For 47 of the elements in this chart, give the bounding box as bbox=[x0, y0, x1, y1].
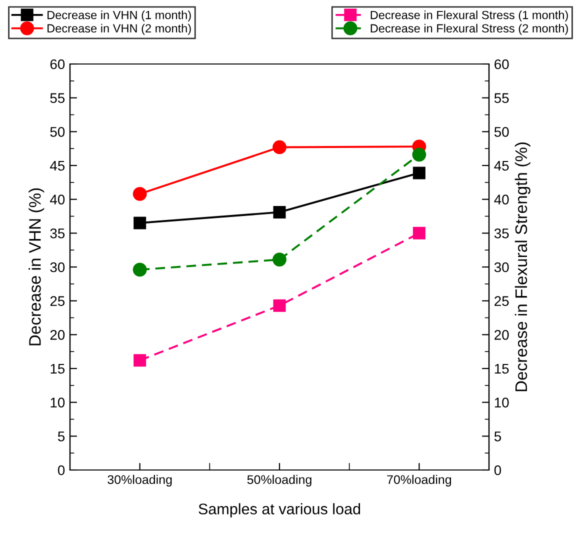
y2-tick-label: 0 bbox=[494, 465, 502, 476]
point bbox=[132, 186, 147, 201]
y2-tick-label: 50 bbox=[494, 127, 509, 137]
y-tick-label: 45 bbox=[50, 160, 65, 171]
legend-label: Decrease in Flexural Stress (2 month) bbox=[370, 24, 568, 35]
y-tick-label: 5 bbox=[58, 432, 65, 442]
y-tick-label: 55 bbox=[50, 93, 65, 104]
point bbox=[273, 206, 286, 218]
legend-label: Decrease in VHN (1 month) bbox=[48, 10, 191, 22]
x-tick-label: 50%loading bbox=[247, 474, 312, 487]
y-tick-label: 25 bbox=[50, 296, 65, 306]
y-tick-label: 35 bbox=[50, 228, 65, 238]
y2-tick-label: 40 bbox=[494, 194, 509, 205]
y2-tick-label: 60 bbox=[494, 59, 509, 70]
y2-tick-label: 55 bbox=[494, 93, 509, 104]
y2-tick-label: 30 bbox=[494, 262, 509, 272]
y-tick-label: 20 bbox=[50, 330, 65, 340]
y-tick-label: 50 bbox=[50, 127, 65, 137]
legend-label: Decrease in VHN (2 month) bbox=[48, 24, 191, 35]
y-tick-label: 15 bbox=[50, 364, 65, 374]
y2-tick-label: 10 bbox=[494, 398, 509, 408]
y2-tick-label: 45 bbox=[494, 160, 509, 171]
point bbox=[412, 148, 426, 162]
y-axis-title: Decrease in VHN (%) bbox=[28, 188, 44, 346]
legend-label: Decrease in Flexural Stress (1 month) bbox=[370, 10, 568, 22]
y-tick-label: 30 bbox=[50, 262, 65, 272]
y-tick-label: 10 bbox=[50, 398, 65, 408]
point bbox=[273, 299, 286, 312]
point bbox=[412, 226, 426, 240]
y2-tick-label: 35 bbox=[494, 228, 509, 238]
point bbox=[132, 262, 147, 277]
point bbox=[272, 252, 286, 266]
y-tick-label: 40 bbox=[50, 194, 65, 205]
point bbox=[134, 354, 146, 367]
x-tick-label: 30%loading bbox=[108, 474, 172, 487]
y-tick-label: 0 bbox=[58, 465, 65, 476]
y2-tick-label: 5 bbox=[494, 432, 502, 442]
y2-axis-title: Decrease in Flexural Strength (%) bbox=[514, 142, 530, 392]
point bbox=[134, 216, 146, 230]
y2-tick-label: 15 bbox=[494, 364, 509, 374]
y2-tick-label: 25 bbox=[494, 296, 509, 306]
y-tick-label: 60 bbox=[50, 59, 65, 70]
x-tick-label: 70%loading bbox=[387, 474, 452, 487]
x-axis-title: Samples at various load bbox=[198, 503, 360, 518]
point bbox=[272, 140, 286, 154]
y2-tick-label: 20 bbox=[494, 330, 509, 340]
point bbox=[412, 166, 426, 180]
